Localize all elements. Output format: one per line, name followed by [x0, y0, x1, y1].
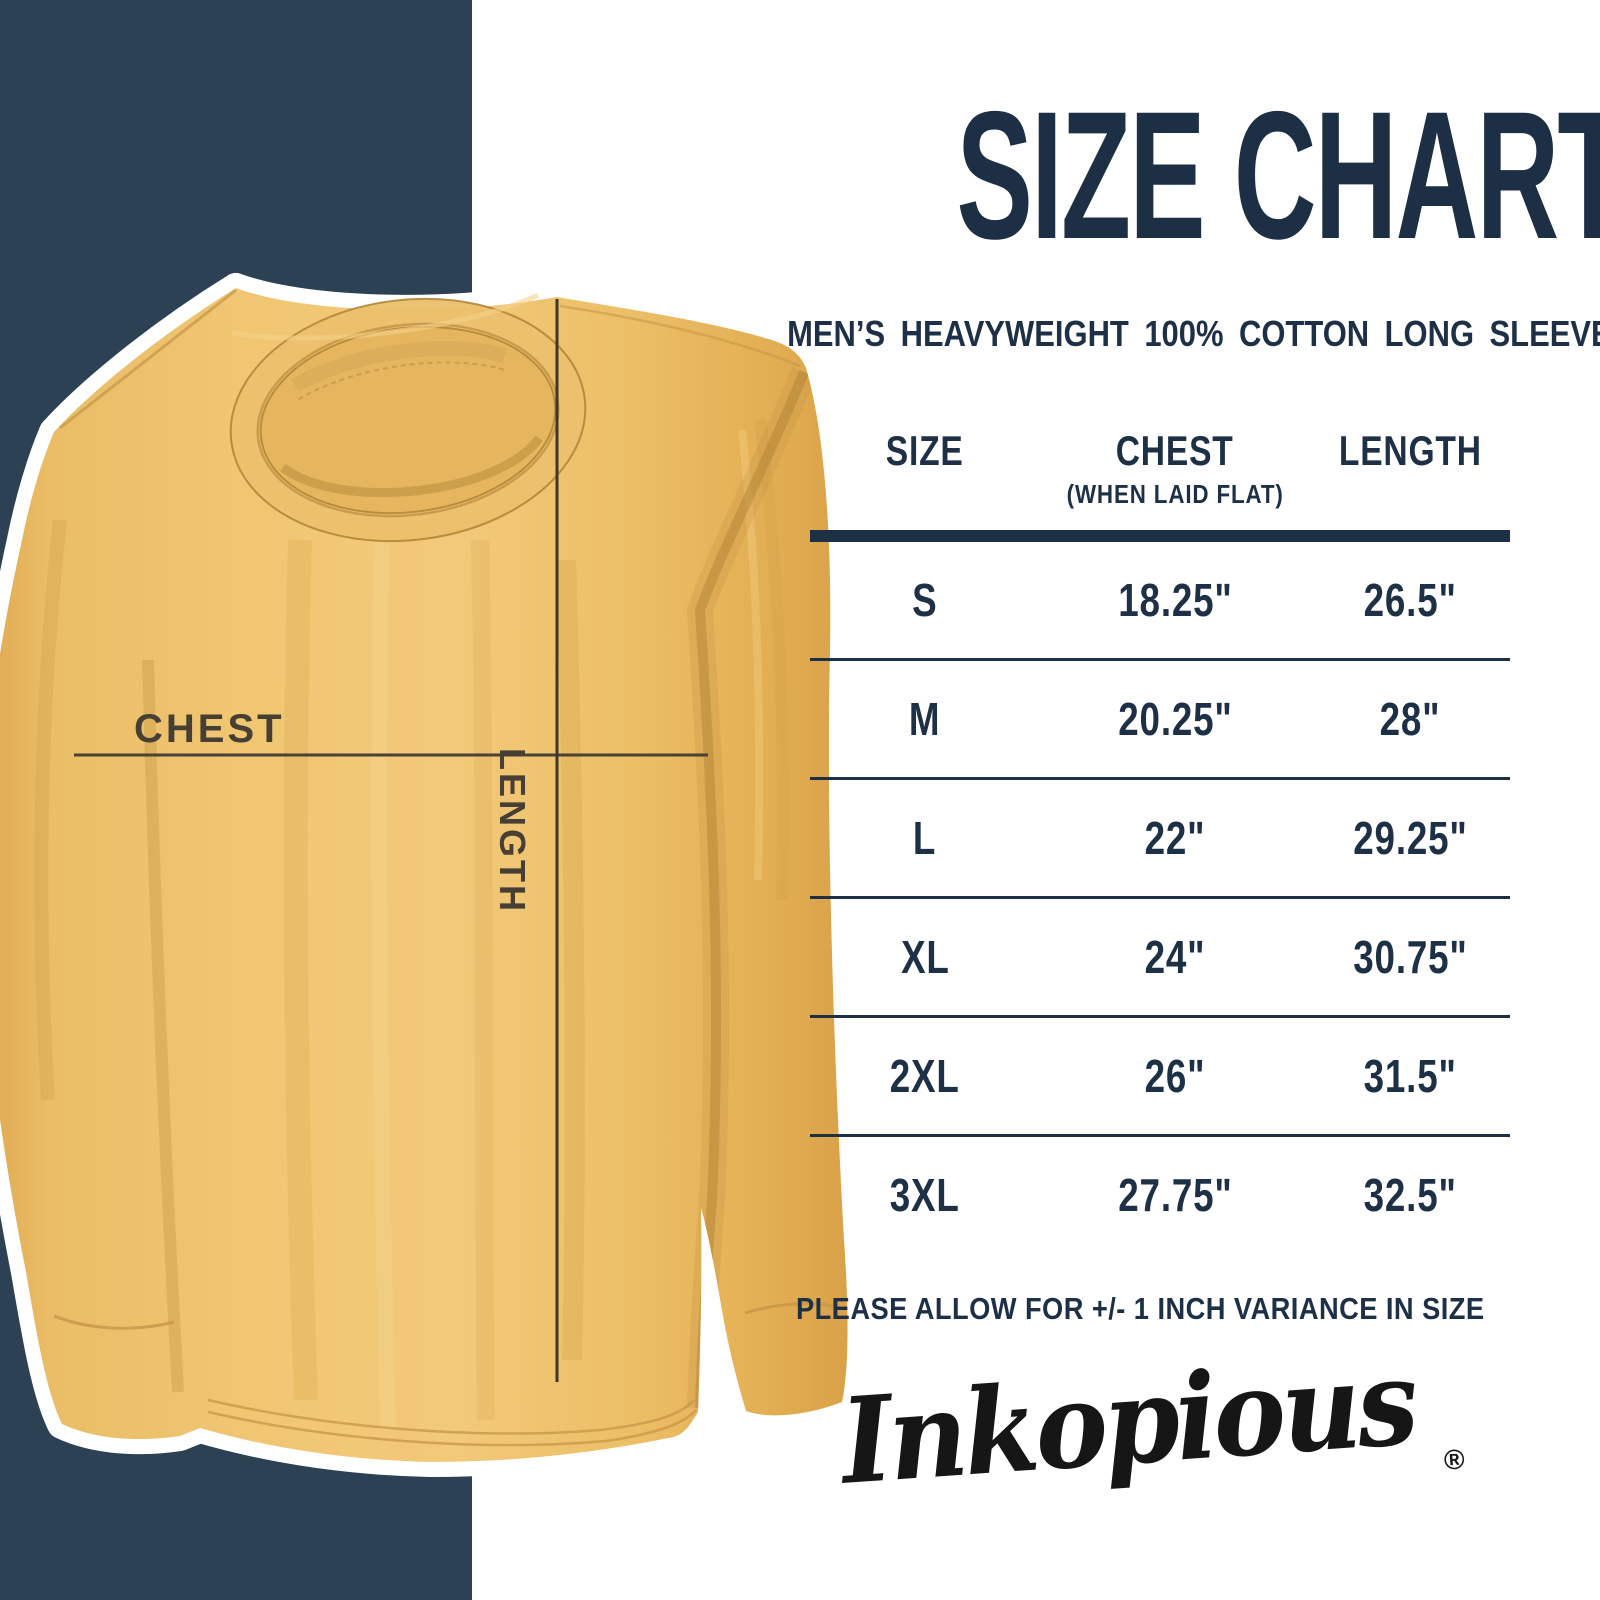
size-cell: S — [912, 574, 938, 626]
column-header-size: SIZE — [886, 427, 964, 474]
size-cell: XL — [900, 931, 950, 983]
registered-trademark-icon: ® — [1442, 1443, 1466, 1476]
length-cell: 26.5" — [1363, 574, 1457, 626]
chest-measure-label: CHEST — [134, 707, 285, 751]
column-header-length: LENGTH — [1338, 427, 1482, 474]
size-table-body: S 18.25" 26.5" M 20.25" 28" L 22" 29.25"… — [810, 542, 1510, 1253]
chest-cell: 26" — [1144, 1050, 1206, 1102]
table-row: XL 24" 30.75" — [810, 896, 1510, 1015]
size-cell: 2XL — [890, 1050, 960, 1102]
length-cell: 31.5" — [1363, 1050, 1457, 1102]
table-row: 2XL 26" 31.5" — [810, 1015, 1510, 1134]
length-cell: 32.5" — [1363, 1169, 1457, 1221]
shirt-silhouette — [0, 273, 863, 1477]
size-cell: L — [913, 812, 937, 864]
brand-logo-script: Inkopious — [836, 1332, 1419, 1511]
variance-note: PLEASE ALLOW FOR +/- 1 INCH VARIANCE IN … — [795, 1291, 1485, 1326]
brand-logo: Inkopious ® — [760, 1332, 1520, 1511]
chest-cell: 20.25" — [1117, 693, 1233, 745]
page-subtitle: MEN’S HEAVYWEIGHT 100% COTTON LONG SLEEV… — [787, 313, 1600, 354]
chest-cell: 27.75" — [1117, 1169, 1233, 1221]
chest-cell: 18.25" — [1117, 574, 1233, 626]
size-cell: M — [909, 693, 941, 745]
length-cell: 30.75" — [1352, 931, 1468, 983]
table-row: L 22" 29.25" — [810, 777, 1510, 896]
collar — [229, 292, 587, 543]
chest-cell: 22" — [1144, 812, 1206, 864]
size-cell: 3XL — [890, 1169, 960, 1221]
table-row: S 18.25" 26.5" — [810, 542, 1510, 658]
length-cell: 29.25" — [1352, 812, 1468, 864]
chest-subnote: (WHEN LAID FLAT) — [1066, 479, 1284, 509]
chest-cell: 24" — [1144, 931, 1206, 983]
length-measure-label: LENGTH — [492, 748, 533, 914]
table-header-rule — [810, 530, 1510, 542]
size-table-header: SIZE CHEST (WHEN LAID FLAT) LENGTH — [810, 427, 1510, 509]
column-header-chest: CHEST (WHEN LAID FLAT) — [1040, 428, 1310, 509]
table-row: M 20.25" 28" — [810, 658, 1510, 777]
size-table: SIZE CHEST (WHEN LAID FLAT) LENGTH S 18.… — [810, 428, 1510, 1253]
table-row: 3XL 27.75" 32.5" — [810, 1134, 1510, 1253]
length-cell: 28" — [1379, 693, 1441, 745]
page-title: SIZE CHART — [956, 73, 1600, 277]
